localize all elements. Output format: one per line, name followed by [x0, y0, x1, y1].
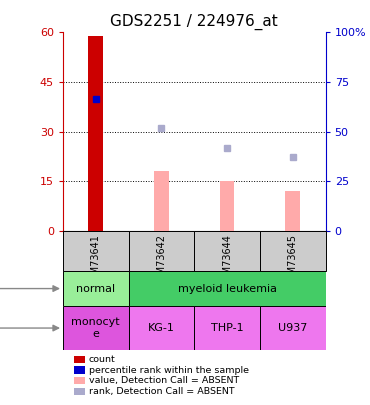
Text: normal: normal — [76, 284, 115, 294]
Bar — [260, 306, 326, 350]
Text: U937: U937 — [278, 323, 307, 333]
Text: percentile rank within the sample: percentile rank within the sample — [89, 366, 249, 375]
Text: GSM73644: GSM73644 — [222, 234, 232, 287]
Bar — [88, 36, 103, 231]
Text: count: count — [89, 355, 115, 364]
Bar — [63, 271, 129, 306]
Text: value, Detection Call = ABSENT: value, Detection Call = ABSENT — [89, 377, 239, 386]
Text: myeloid leukemia: myeloid leukemia — [178, 284, 277, 294]
Text: disease state: disease state — [0, 284, 58, 294]
Text: monocyt
e: monocyt e — [71, 317, 120, 339]
Bar — [63, 231, 129, 271]
Text: GSM73645: GSM73645 — [288, 234, 298, 287]
Text: KG-1: KG-1 — [148, 323, 175, 333]
Text: rank, Detection Call = ABSENT: rank, Detection Call = ABSENT — [89, 387, 235, 396]
Bar — [129, 306, 194, 350]
Text: GSM73642: GSM73642 — [157, 234, 166, 287]
Bar — [285, 191, 300, 231]
Text: GSM73641: GSM73641 — [91, 234, 101, 287]
Bar — [129, 271, 326, 306]
Bar — [220, 181, 235, 231]
Bar — [260, 231, 326, 271]
Bar — [129, 231, 194, 271]
Text: THP-1: THP-1 — [211, 323, 243, 333]
Bar — [63, 306, 129, 350]
Bar — [154, 171, 169, 231]
Bar — [194, 306, 260, 350]
Title: GDS2251 / 224976_at: GDS2251 / 224976_at — [110, 13, 278, 30]
Bar — [194, 231, 260, 271]
Text: cell line: cell line — [0, 323, 58, 333]
